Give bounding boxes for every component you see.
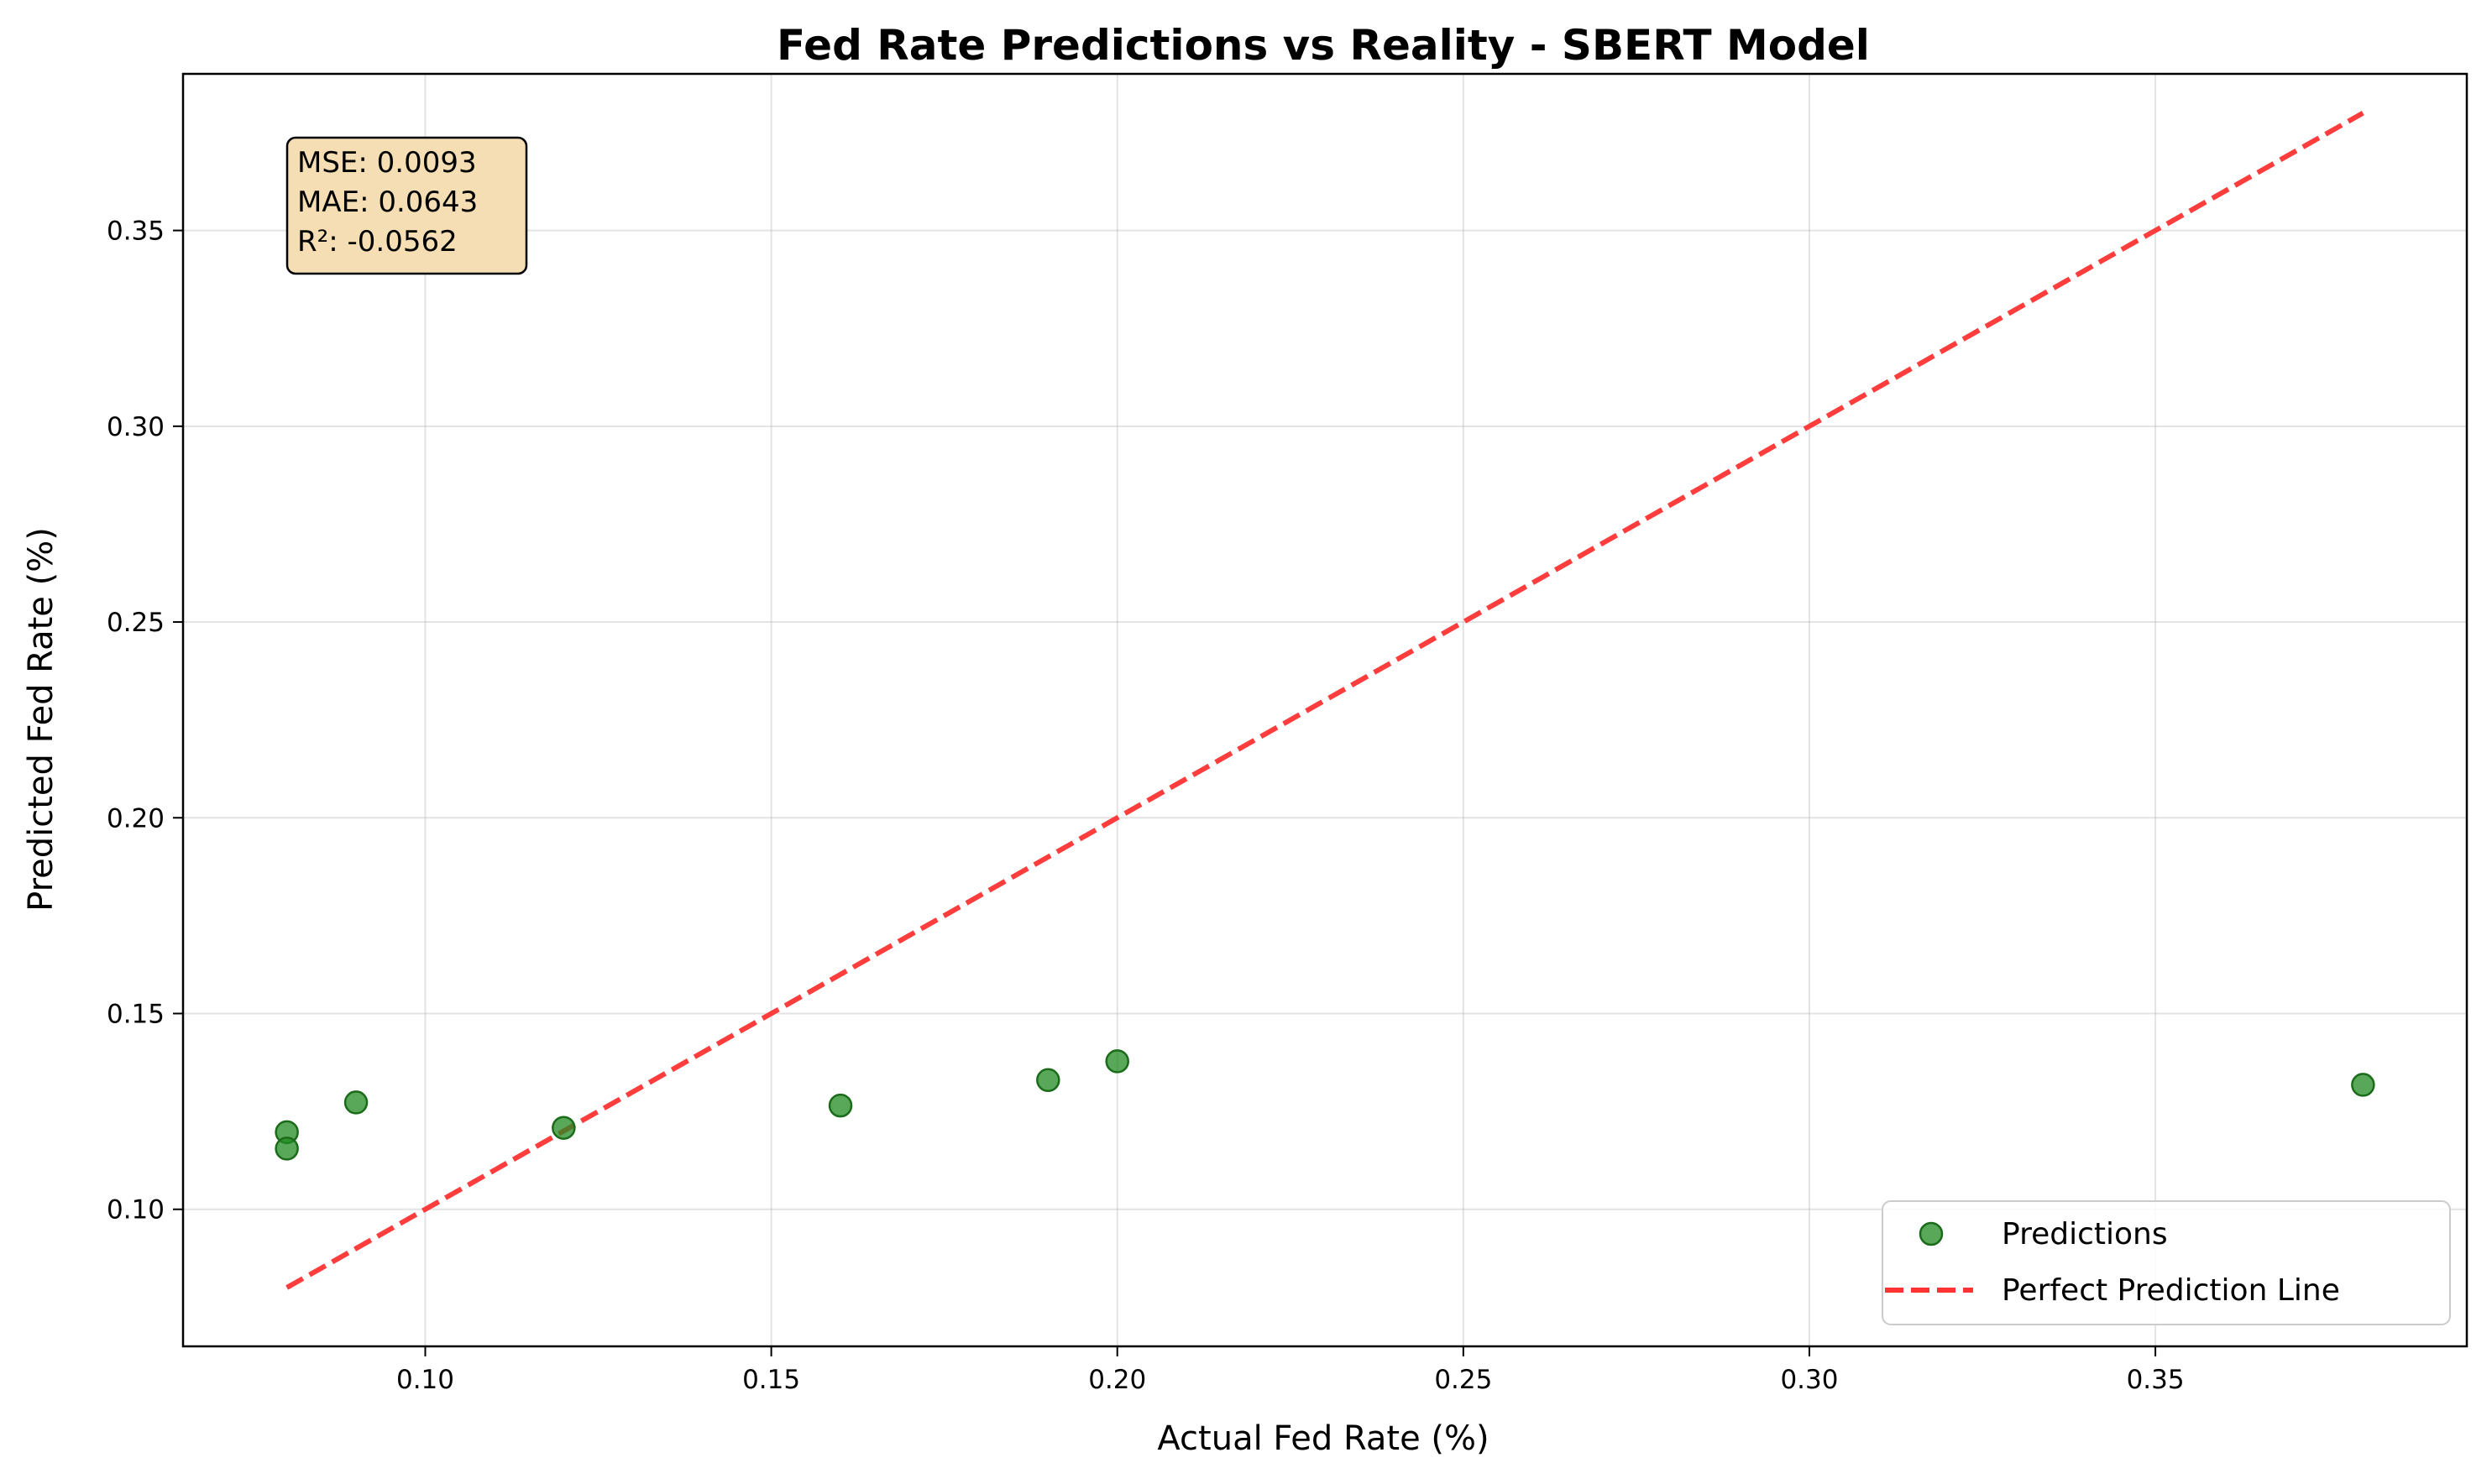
prediction-point — [552, 1116, 576, 1140]
x-axis-label: Actual Fed Rate (%) — [1157, 1419, 1489, 1458]
y-tick-label: 0.15 — [107, 1000, 165, 1030]
metrics-annotation: MSE: 0.0093 MAE: 0.0643 R²: -0.0562 — [285, 136, 528, 275]
legend-predictions-marker — [1919, 1221, 1944, 1246]
y-axis-label: Predicted Fed Rate (%) — [22, 527, 60, 912]
legend-perfect-line-label: Perfect Prediction Line — [2002, 1273, 2340, 1308]
x-tick-label: 0.35 — [2127, 1365, 2185, 1395]
metric-mse: MSE: 0.0093 — [297, 146, 477, 180]
prediction-point — [275, 1137, 299, 1161]
x-tick-label: 0.20 — [1088, 1365, 1146, 1395]
legend-predictions-label: Predictions — [2002, 1217, 2168, 1251]
y-axis-ticks: 0.10 0.15 0.20 0.25 0.30 0.35 — [107, 217, 183, 1225]
y-tick-label: 0.20 — [107, 803, 165, 833]
y-tick-label: 0.25 — [107, 608, 165, 638]
legend-box — [1882, 1200, 2451, 1325]
perfect-prediction-series — [285, 111, 2364, 1290]
plot-area — [181, 72, 2468, 1348]
x-tick-label: 0.30 — [1780, 1365, 1838, 1395]
prediction-point — [828, 1093, 853, 1118]
predictions-series — [275, 1049, 2375, 1161]
legend: Predictions Perfect Prediction Line — [1882, 1200, 2451, 1325]
x-tick-label: 0.10 — [396, 1365, 454, 1395]
x-axis-ticks: 0.10 0.15 0.20 0.25 0.30 0.35 — [396, 1346, 2185, 1395]
y-tick-label: 0.35 — [107, 217, 165, 247]
perfect-prediction-line — [285, 111, 2364, 1290]
grid-lines — [183, 74, 2467, 1346]
y-tick-label: 0.10 — [107, 1195, 165, 1225]
metrics-box-background — [285, 136, 528, 275]
x-tick-label: 0.25 — [1434, 1365, 1492, 1395]
chart-title: Fed Rate Predictions vs Reality - SBERT … — [777, 21, 1870, 70]
prediction-point — [2351, 1073, 2375, 1097]
prediction-point — [1105, 1049, 1129, 1074]
metric-r2: R²: -0.0562 — [297, 225, 458, 259]
prediction-point — [1036, 1068, 1060, 1093]
y-tick-label: 0.30 — [107, 412, 165, 442]
x-tick-label: 0.15 — [742, 1365, 800, 1395]
metric-mae: MAE: 0.0643 — [297, 186, 478, 219]
prediction-point — [343, 1090, 369, 1115]
